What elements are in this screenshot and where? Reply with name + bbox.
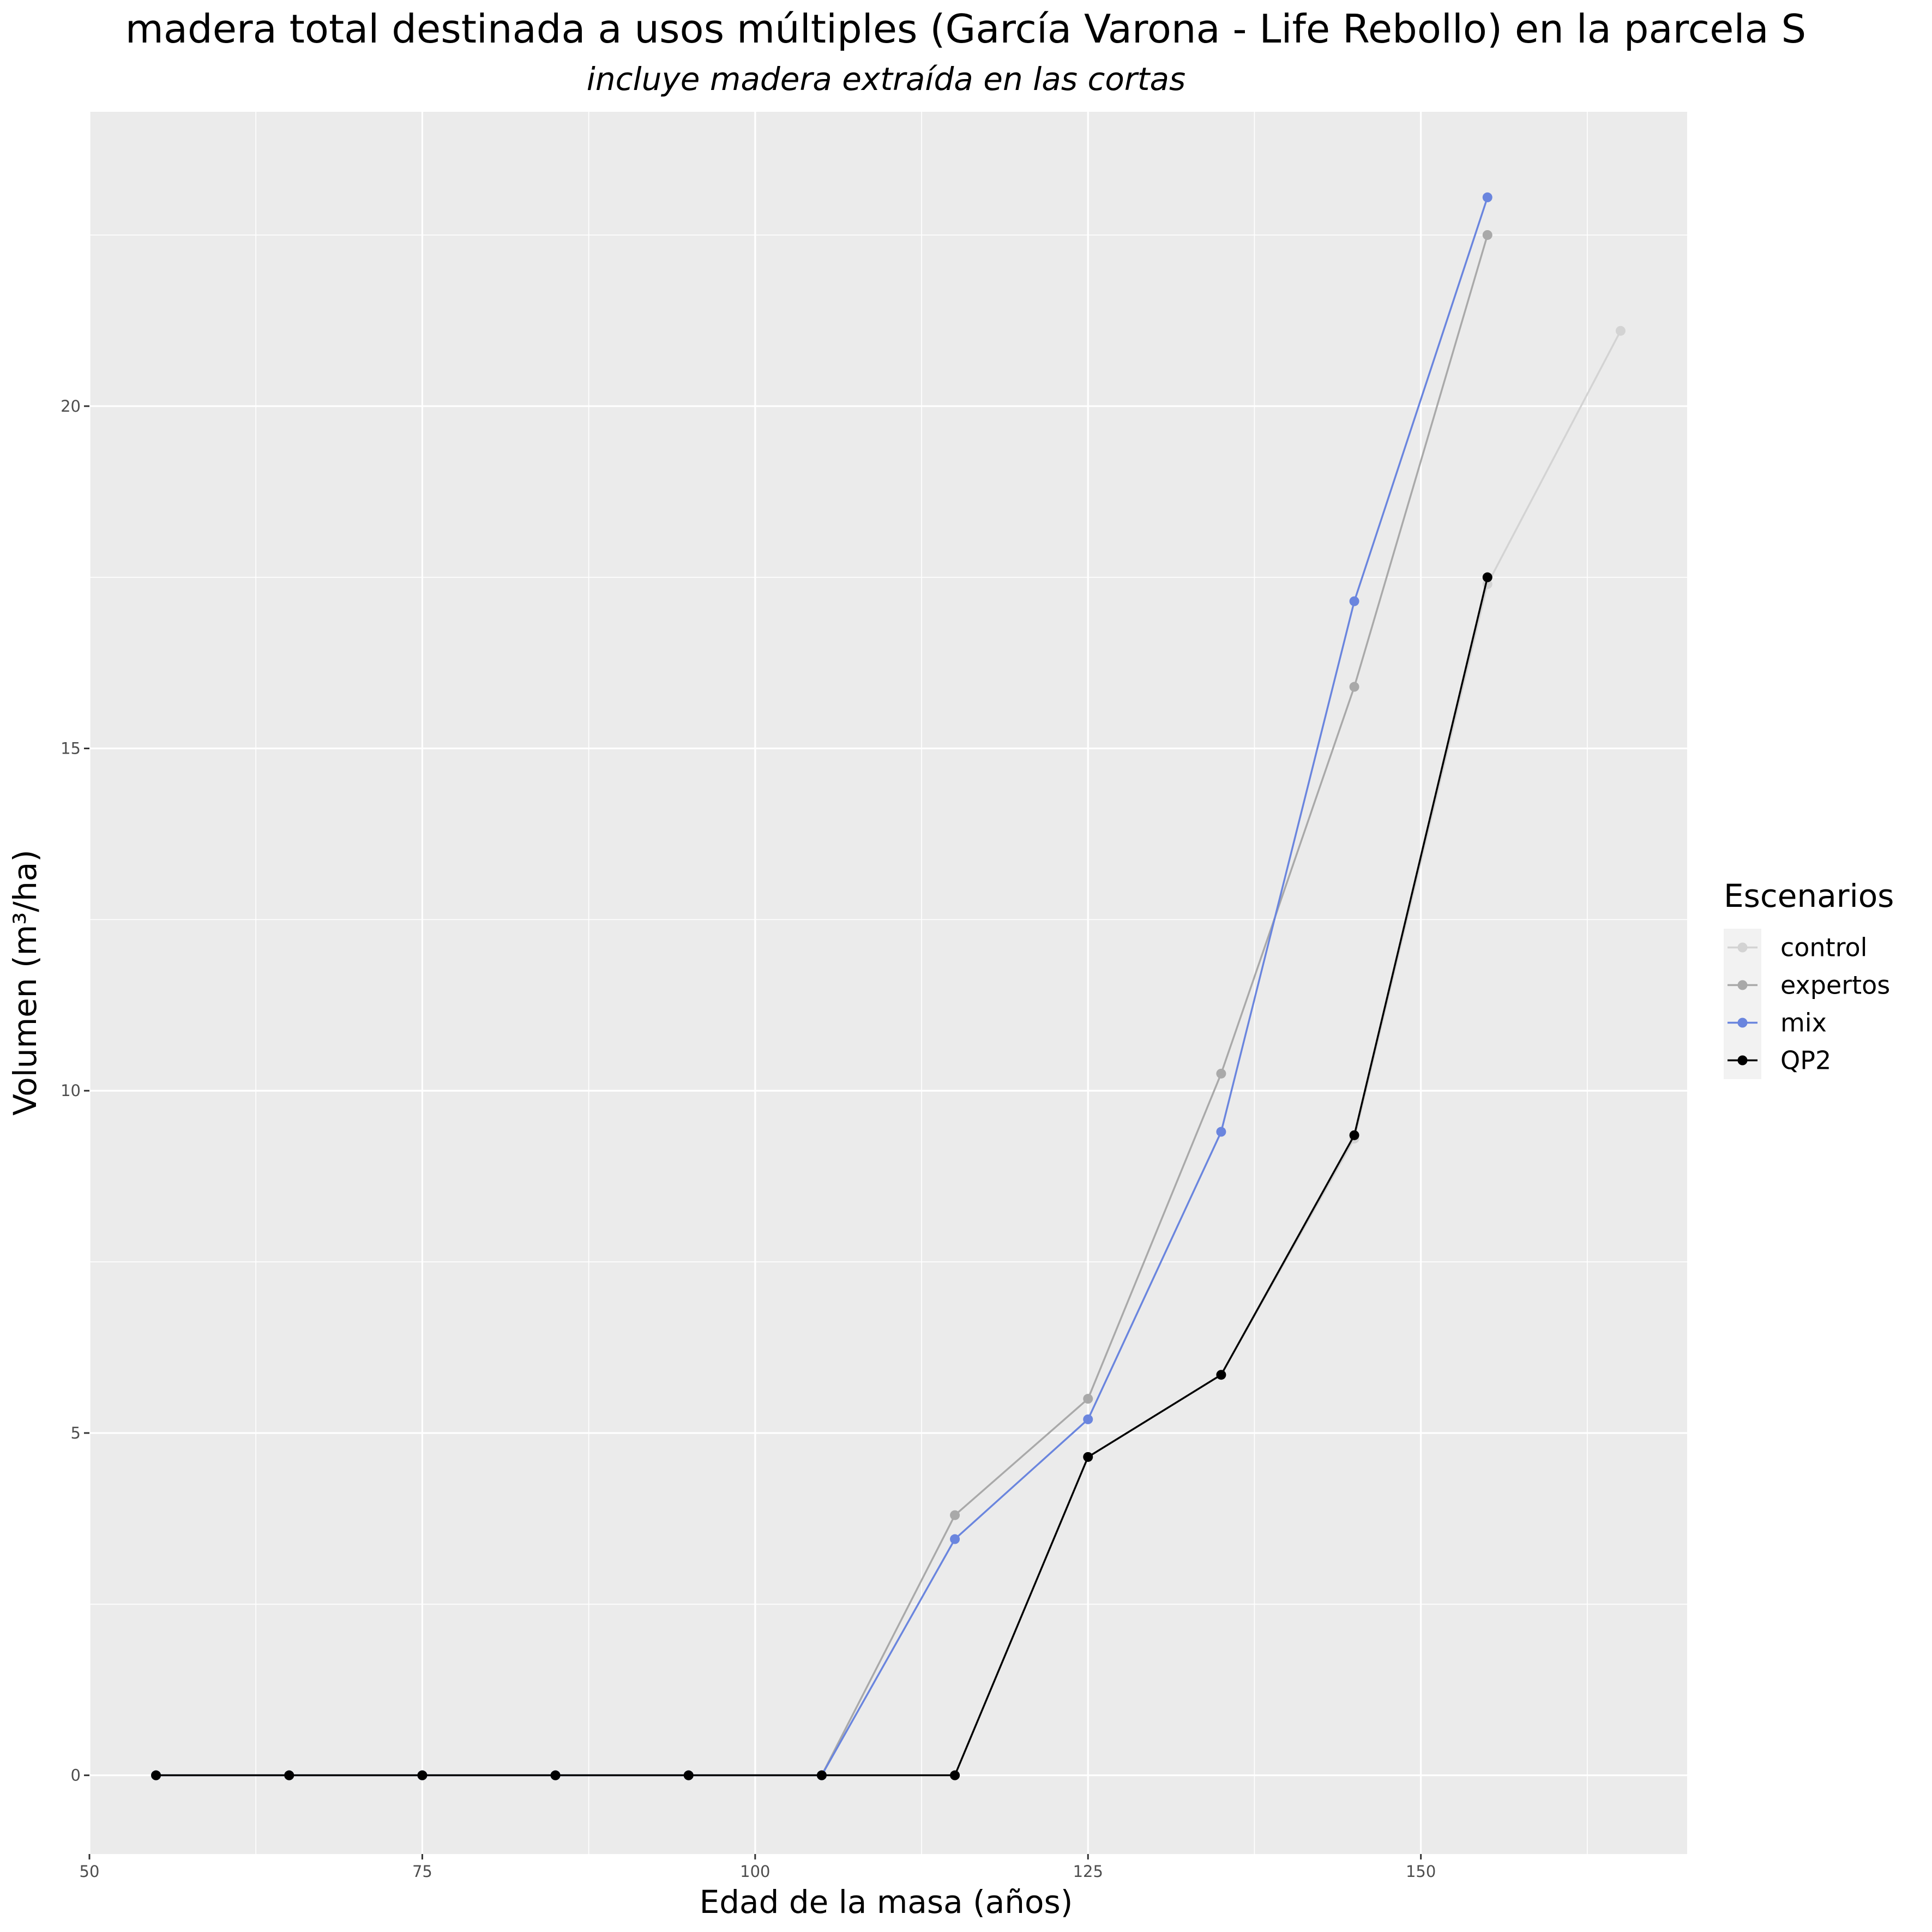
data-point-mix [1083, 1414, 1093, 1424]
data-point-QP2 [151, 1770, 161, 1780]
x-tick-label: 100 [740, 1862, 770, 1881]
legend: Escenarios control expertos mix QP2 [1724, 877, 1894, 1079]
legend-label: control [1780, 933, 1867, 962]
y-tick-label: 20 [61, 397, 81, 416]
data-point-QP2 [816, 1770, 827, 1780]
legend-key-point [1737, 1055, 1748, 1066]
data-point-QP2 [417, 1770, 428, 1780]
y-tick-label: 0 [71, 1766, 81, 1785]
data-point-expertos [1083, 1394, 1093, 1404]
series-QP2 [151, 572, 1492, 1780]
data-point-expertos [1216, 1068, 1226, 1079]
data-point-QP2 [683, 1770, 694, 1780]
legend-item-control: control [1724, 929, 1867, 966]
data-point-QP2 [950, 1770, 960, 1780]
data-point-expertos [950, 1510, 960, 1520]
legend-title: Escenarios [1724, 877, 1894, 914]
legend-item-mix: mix [1724, 1004, 1827, 1042]
data-point-mix [950, 1534, 960, 1544]
x-tick-label: 150 [1406, 1862, 1436, 1881]
legend-label: QP2 [1780, 1046, 1831, 1075]
legend-key-point [1737, 980, 1748, 990]
legend-label: expertos [1780, 971, 1890, 1000]
data-point-QP2 [284, 1770, 294, 1780]
data-point-QP2 [1083, 1452, 1093, 1462]
x-axis: 50 75 100 125 150 [80, 1854, 1436, 1881]
data-point-QP2 [1216, 1370, 1226, 1380]
y-axis: 0 5 10 15 20 [61, 397, 89, 1785]
data-point-mix [1349, 596, 1359, 606]
legend-key-point [1737, 1018, 1748, 1028]
legend-label: mix [1780, 1008, 1827, 1038]
data-point-mix [1216, 1127, 1226, 1137]
data-point-QP2 [1349, 1130, 1359, 1140]
x-axis-title: Edad de la masa (años) [700, 1883, 1073, 1921]
x-tick-label: 50 [80, 1862, 100, 1881]
data-point-control [1615, 326, 1626, 336]
y-tick-label: 15 [61, 739, 81, 758]
legend-key-point [1737, 942, 1748, 953]
x-tick-label: 75 [412, 1862, 432, 1881]
legend-item-QP2: QP2 [1724, 1042, 1831, 1079]
y-axis-title: Volumen (m³/ha) [7, 850, 44, 1116]
data-point-QP2 [1482, 572, 1492, 582]
data-point-expertos [1349, 682, 1359, 692]
series-layer [151, 192, 1626, 1780]
chart-title: madera total destinada a usos múltiples … [125, 6, 1806, 52]
x-tick-label: 125 [1073, 1862, 1103, 1881]
chart-subtitle: incluye madera extraída en las cortas [587, 61, 1185, 98]
data-point-mix [1482, 192, 1492, 202]
data-point-expertos [1482, 230, 1492, 240]
y-tick-label: 5 [71, 1424, 81, 1442]
legend-item-expertos: expertos [1724, 966, 1890, 1004]
data-point-QP2 [550, 1770, 561, 1780]
y-tick-label: 10 [61, 1081, 81, 1100]
